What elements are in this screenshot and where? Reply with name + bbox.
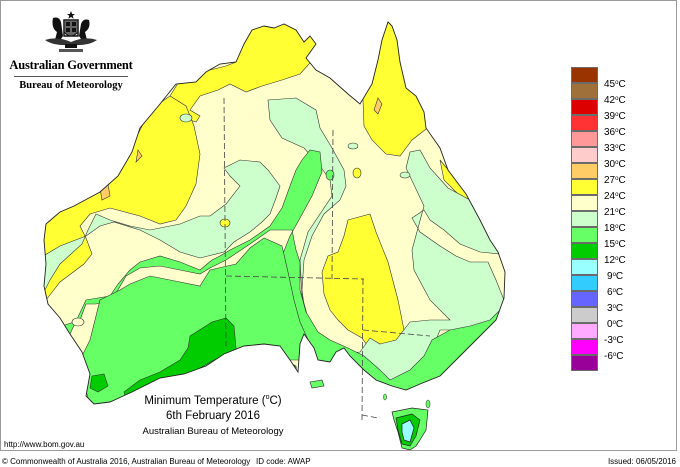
legend-label: 42oC [604,95,626,106]
legend-label: 15oC [604,239,626,250]
legend-label: 30oC [604,159,626,170]
legend-swatch [571,163,598,179]
legend-label: 0oC [607,319,624,330]
legend-swatch [571,179,598,195]
legend-swatch [571,275,598,291]
legend-swatch [571,147,598,163]
legend-label: 12oC [604,255,626,266]
legend-label: 21oC [604,207,626,218]
legend-swatch [571,227,598,243]
legend-swatch [571,243,598,259]
legend-label: 9oC [607,271,624,282]
legend-label: 6oC [607,287,624,298]
legend-label: 45oC [604,79,626,90]
map-source: Australian Bureau of Meteorology [142,426,284,437]
legend-label: -6oC [604,351,624,362]
legend-swatch [571,83,598,99]
legend-label: 27oC [604,175,626,186]
id-code: ID code: AWAP [256,457,311,466]
logo-divider [14,76,128,77]
legend-swatch [571,131,598,147]
legend-label: 3oC [607,303,624,314]
map-title: Minimum Temperature (oC) [144,394,282,407]
legend-label: 33oC [604,143,626,154]
legend-swatch [571,115,598,131]
legend-label: 18oC [604,223,626,234]
copyright-text: © Commonwealth of Australia 2016, Austra… [2,457,251,466]
legend-swatch [571,339,598,355]
legend-swatch [571,67,598,83]
coat-of-arms-icon [45,11,97,52]
legend-swatch [571,211,598,227]
agency-title: Bureau of Meteorology [19,80,123,91]
legend-swatch [571,307,598,323]
website-link[interactable]: http://www.bom.gov.au [4,440,85,449]
legend-swatch [571,291,598,307]
legend-swatch [571,355,598,371]
australia-temperature-map [43,21,506,450]
legend-label: 36oC [604,127,626,138]
bom-logo: Australian Government Bureau of Meteorol… [8,10,134,91]
legend-swatch [571,259,598,275]
legend-swatch [571,195,598,211]
issued-date: Issued: 06/05/2016 [607,457,676,466]
map-date: 6th February 2016 [166,410,260,422]
map-frame [0,0,677,451]
legend-label: 39oC [604,111,626,122]
government-title: Australian Government [9,58,133,72]
legend-label: -3oC [604,335,624,346]
legend-label: 24oC [604,191,626,202]
legend-swatch [571,99,598,115]
legend-swatch [571,323,598,339]
